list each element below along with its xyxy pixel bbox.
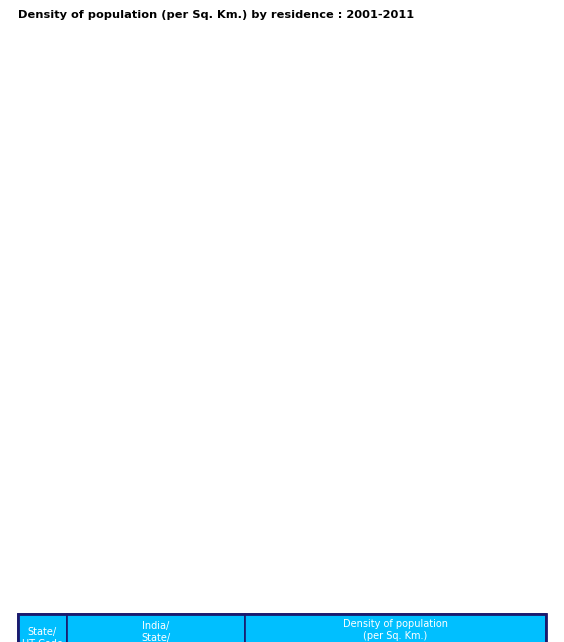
Bar — [67, 614, 245, 642]
Bar — [245, 614, 546, 642]
Text: Density of population
(per Sq. Km.): Density of population (per Sq. Km.) — [343, 619, 448, 641]
Text: State/
UT Code: State/ UT Code — [22, 627, 63, 642]
Text: Density of population (per Sq. Km.) by residence : 2001-2011: Density of population (per Sq. Km.) by r… — [18, 10, 414, 20]
Text: India/
State/
Union Territory¹: India/ State/ Union Territory¹ — [118, 621, 193, 642]
Bar — [18, 614, 67, 642]
